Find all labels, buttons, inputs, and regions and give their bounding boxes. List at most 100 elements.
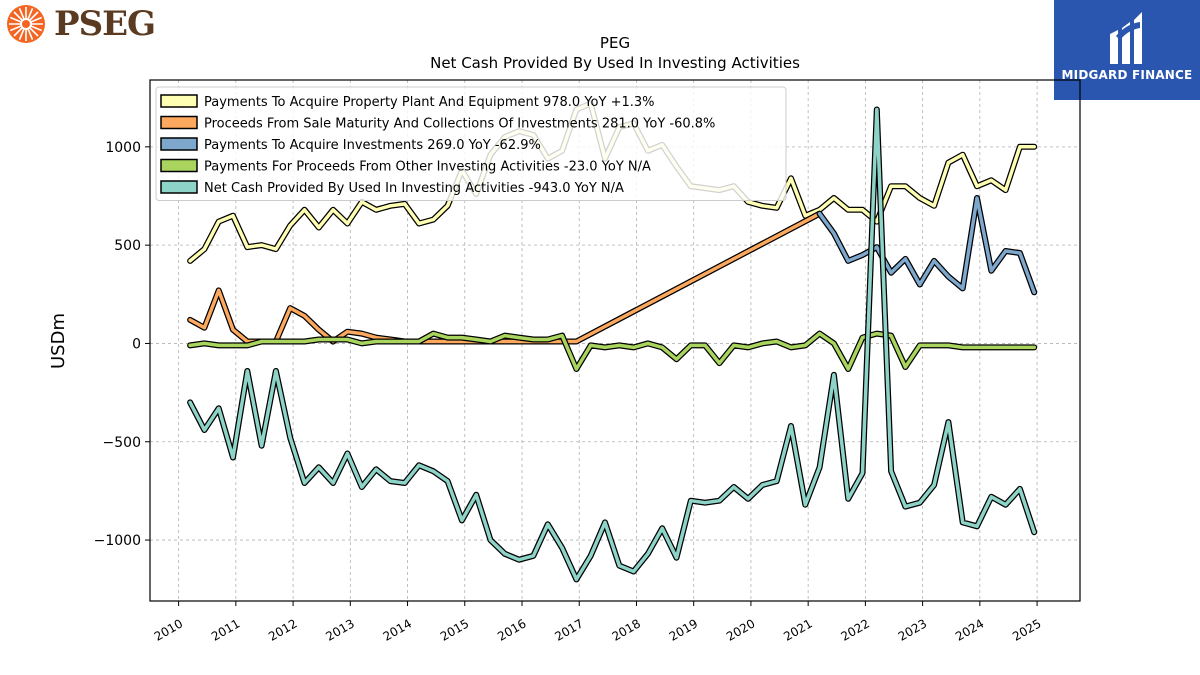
data-point-net: [617, 564, 621, 568]
data-point-other: [760, 341, 765, 345]
data-point-net: [531, 554, 536, 558]
data-point-ppe: [875, 220, 879, 224]
data-point-other: [803, 343, 807, 347]
data-point-ppe: [217, 220, 221, 224]
legend-swatch-other: [160, 158, 198, 173]
data-point-other: [646, 341, 650, 345]
legend-swatch-investments: [160, 137, 198, 151]
data-point-net: [503, 552, 507, 556]
data-point-other: [517, 336, 521, 340]
data-point-investments: [1018, 251, 1022, 255]
data-point-other: [446, 336, 450, 340]
data-point-other: [1032, 345, 1036, 349]
data-point-net: [860, 471, 865, 475]
data-point-net: [302, 481, 307, 485]
data-point-other: [431, 332, 435, 336]
plot-frame: [149, 79, 1081, 602]
data-point-ppe: [903, 184, 908, 188]
data-point-other: [345, 337, 349, 342]
data-point-net: [646, 552, 650, 556]
data-point-other: [603, 345, 607, 349]
data-point-other: [918, 343, 922, 347]
data-point-ppe: [188, 259, 192, 263]
x-tick-label: 2013: [323, 616, 356, 643]
data-point-net: [245, 369, 249, 373]
data-point-ppe: [832, 196, 836, 200]
data-point-net: [1032, 530, 1036, 534]
data-point-net: [317, 465, 321, 469]
data-point-investments: [818, 212, 822, 216]
series-line-other: [188, 331, 1036, 371]
data-point-ppe: [388, 204, 392, 208]
data-point-other: [245, 343, 249, 347]
data-point-other: [360, 341, 364, 345]
data-point-ppe: [946, 161, 951, 165]
x-tick-label: 2018: [610, 616, 643, 643]
data-point-net: [674, 556, 679, 560]
legend-swatch-ppe: [160, 94, 198, 108]
x-tick-label: 2019: [667, 616, 700, 643]
data-point-other: [632, 345, 636, 349]
legend-label-investments: Payments To Acquire Investments 269.0 Yo…: [204, 138, 541, 153]
data-point-other: [302, 339, 307, 344]
data-point-net: [746, 497, 750, 501]
series-line-net: [188, 107, 1036, 582]
data-point-other: [417, 339, 421, 344]
data-point-net: [717, 499, 722, 503]
x-tick-label: 2011: [209, 616, 242, 643]
data-point-net: [689, 499, 693, 503]
data-point-net: [946, 420, 951, 424]
data-point-net: [546, 522, 550, 526]
midgard-logo-icon: [1110, 12, 1142, 64]
series-line-investments: [817, 196, 1036, 295]
legend-swatch-proceeds: [160, 115, 198, 130]
legend-swatch-net: [160, 180, 198, 194]
legend-label-other: Payments For Proceeds From Other Investi…: [204, 160, 651, 175]
data-point-ppe: [775, 206, 779, 210]
data-point-net: [918, 501, 922, 505]
data-point-other: [274, 339, 278, 344]
chart-subtitle: Net Cash Provided By Used In Investing A…: [430, 54, 800, 72]
data-point-investments: [903, 257, 908, 261]
data-point-other: [574, 367, 579, 371]
data-point-proceeds: [188, 318, 192, 322]
data-point-net: [374, 467, 378, 471]
data-point-other: [460, 336, 464, 340]
data-point-proceeds: [288, 306, 292, 310]
data-point-other: [317, 337, 321, 342]
data-point-investments: [860, 253, 865, 257]
data-point-investments: [875, 245, 879, 249]
data-point-ppe: [360, 200, 364, 204]
data-point-net: [932, 483, 936, 487]
data-point-proceeds: [231, 328, 235, 332]
x-tick-label: 2015: [438, 616, 471, 643]
data-point-other: [903, 365, 908, 369]
data-point-other: [589, 343, 593, 347]
data-point-ppe: [260, 243, 264, 247]
brand-logo: PSEG: [6, 4, 156, 44]
data-point-net: [217, 406, 221, 410]
data-point-ppe: [331, 208, 335, 212]
data-point-other: [789, 345, 793, 349]
data-point-ppe: [302, 208, 307, 212]
data-point-ppe: [317, 225, 321, 230]
data-point-other: [832, 341, 836, 345]
data-point-net: [388, 479, 392, 483]
data-point-other: [231, 343, 235, 347]
data-point-net: [517, 558, 521, 562]
x-tick-label: 2012: [266, 616, 299, 643]
data-point-other: [660, 345, 664, 349]
data-point-net: [431, 469, 435, 473]
data-point-ppe: [1032, 145, 1036, 149]
data-point-net: [660, 526, 664, 530]
chart-title: PEG: [600, 34, 630, 52]
data-point-other: [860, 336, 865, 340]
series-lines: [187, 100, 1038, 583]
data-point-proceeds: [317, 328, 321, 332]
data-point-other: [703, 343, 707, 347]
data-point-ppe: [860, 208, 865, 212]
data-point-investments: [918, 282, 922, 287]
data-point-other: [975, 345, 979, 349]
data-point-investments: [846, 259, 850, 263]
data-point-net: [460, 518, 464, 523]
